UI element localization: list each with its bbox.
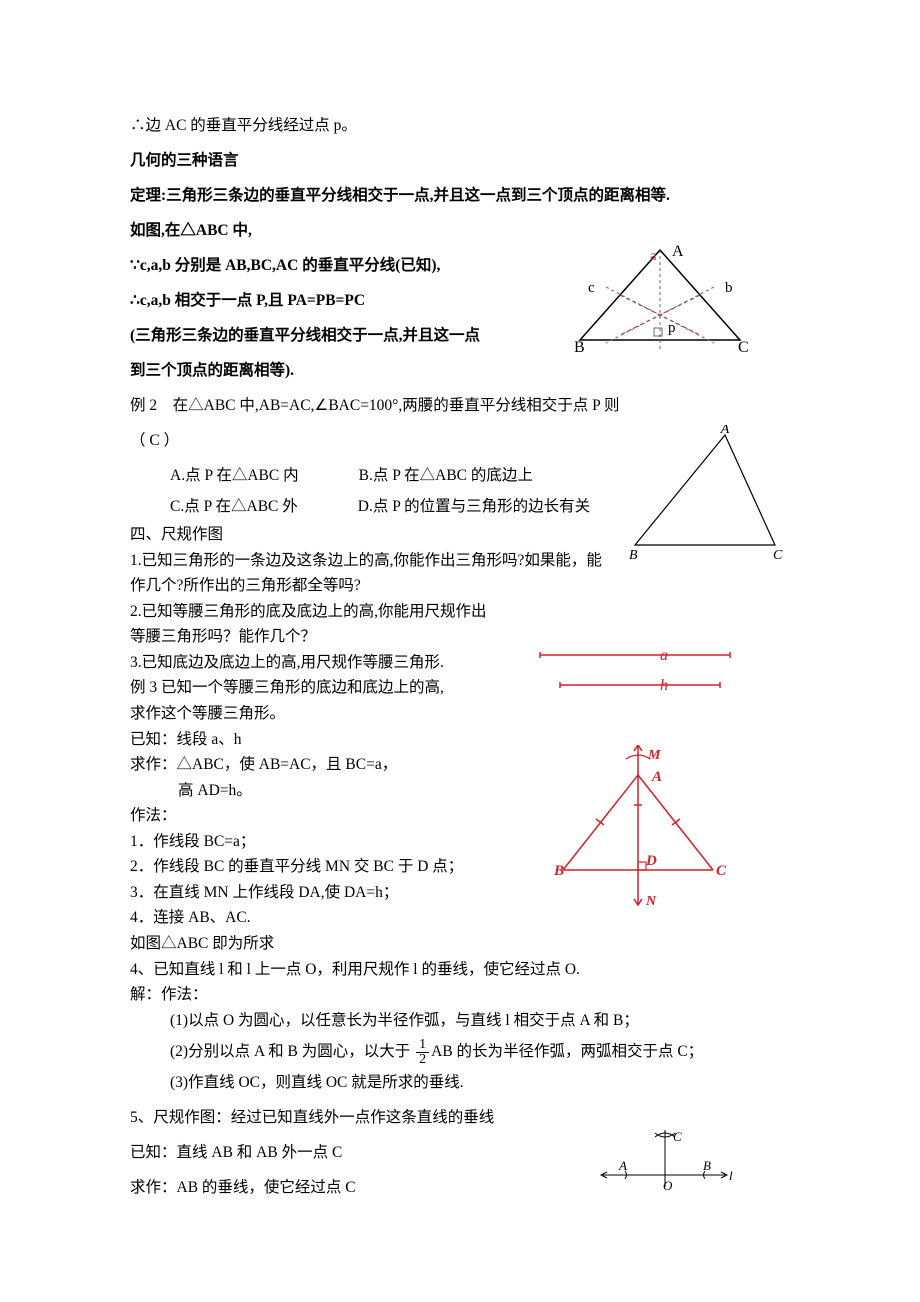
fig-perp-line: C A B O l <box>595 1125 745 1195</box>
label-M: M <box>647 748 661 763</box>
choice-d: D.点 P 的位置与三角形的边长有关 <box>358 491 590 522</box>
fig-triangle-abc: A B C <box>625 425 785 565</box>
label-b: b <box>725 280 733 296</box>
fig-circumcenter: A B C p a b c <box>560 240 760 360</box>
label-seg-a: a <box>660 647 668 664</box>
label-p: p <box>668 320 676 336</box>
ex3-line-b: 求作这个等腰三角形。 <box>130 701 790 727</box>
label-C: C <box>738 339 749 356</box>
label-C4: C <box>716 863 727 879</box>
theorem-text: 定理:三角形三条边的垂直平分线相交于一点,并且这一点到三个顶点的距离相等. <box>130 180 790 211</box>
sol-step-2: (2)分别以点 A 和 B 为圆心，以大于 1 2 AB 的长为半径作弧，两弧相… <box>130 1033 790 1070</box>
example-2: 例 2 在△ABC 中,AB=AC,∠BAC=100°,两腰的垂直平分线相交于点… <box>130 390 790 421</box>
q2-line-a: 2.已知等腰三角形的底及底边上的高,你能用尺规作出 <box>130 599 790 625</box>
label-C5: C <box>673 1129 682 1144</box>
fig-segments: a h <box>530 640 760 700</box>
label-B5: B <box>703 1158 711 1173</box>
label-A: A <box>672 243 684 260</box>
fig-construction: M A B C D N <box>538 745 738 915</box>
q1-line-b: 作几个?所作出的三角形都全等吗? <box>130 573 790 599</box>
label-a: a <box>650 248 657 264</box>
choice-c: C.点 P 在△ABC 外 <box>170 491 298 522</box>
label-c: c <box>588 280 595 296</box>
choice-a: A.点 P 在△ABC 内 <box>170 460 299 491</box>
q4-line: 4、已知直线 l 和 l 上一点 O，利用尺规作 l 的垂线，使它经过点 O. <box>130 957 790 983</box>
sol-step-1: (1)以点 O 为圆心，以任意长为半径作弧，与直线 l 相交于点 A 和 B； <box>130 1008 790 1034</box>
fraction-half: 1 2 <box>416 1038 429 1067</box>
result-line: 如图△ABC 即为所求 <box>130 931 790 957</box>
label-O: O <box>663 1178 673 1193</box>
label-seg-h: h <box>660 677 668 694</box>
label-N: N <box>645 894 657 909</box>
label-A5: A <box>618 1158 627 1173</box>
label-A4: A <box>651 769 662 785</box>
sol-step-3: (3)作直线 OC，则直线 OC 就是所求的垂线. <box>130 1070 790 1096</box>
label-B4: B <box>553 863 564 879</box>
choice-b: B.点 P 在△ABC 的底边上 <box>359 460 533 491</box>
heading-geometry-languages: 几何的三种语言 <box>130 145 790 176</box>
sol-label: 解：作法： <box>130 982 790 1008</box>
label-A2: A <box>720 425 730 437</box>
line-therefore-ac: ∴边 AC 的垂直平分线经过点 p。 <box>130 110 790 141</box>
label-C2: C <box>773 548 783 563</box>
label-B: B <box>574 339 585 356</box>
label-B2: B <box>629 548 638 563</box>
label-D: D <box>645 853 657 869</box>
label-l: l <box>729 1168 733 1183</box>
